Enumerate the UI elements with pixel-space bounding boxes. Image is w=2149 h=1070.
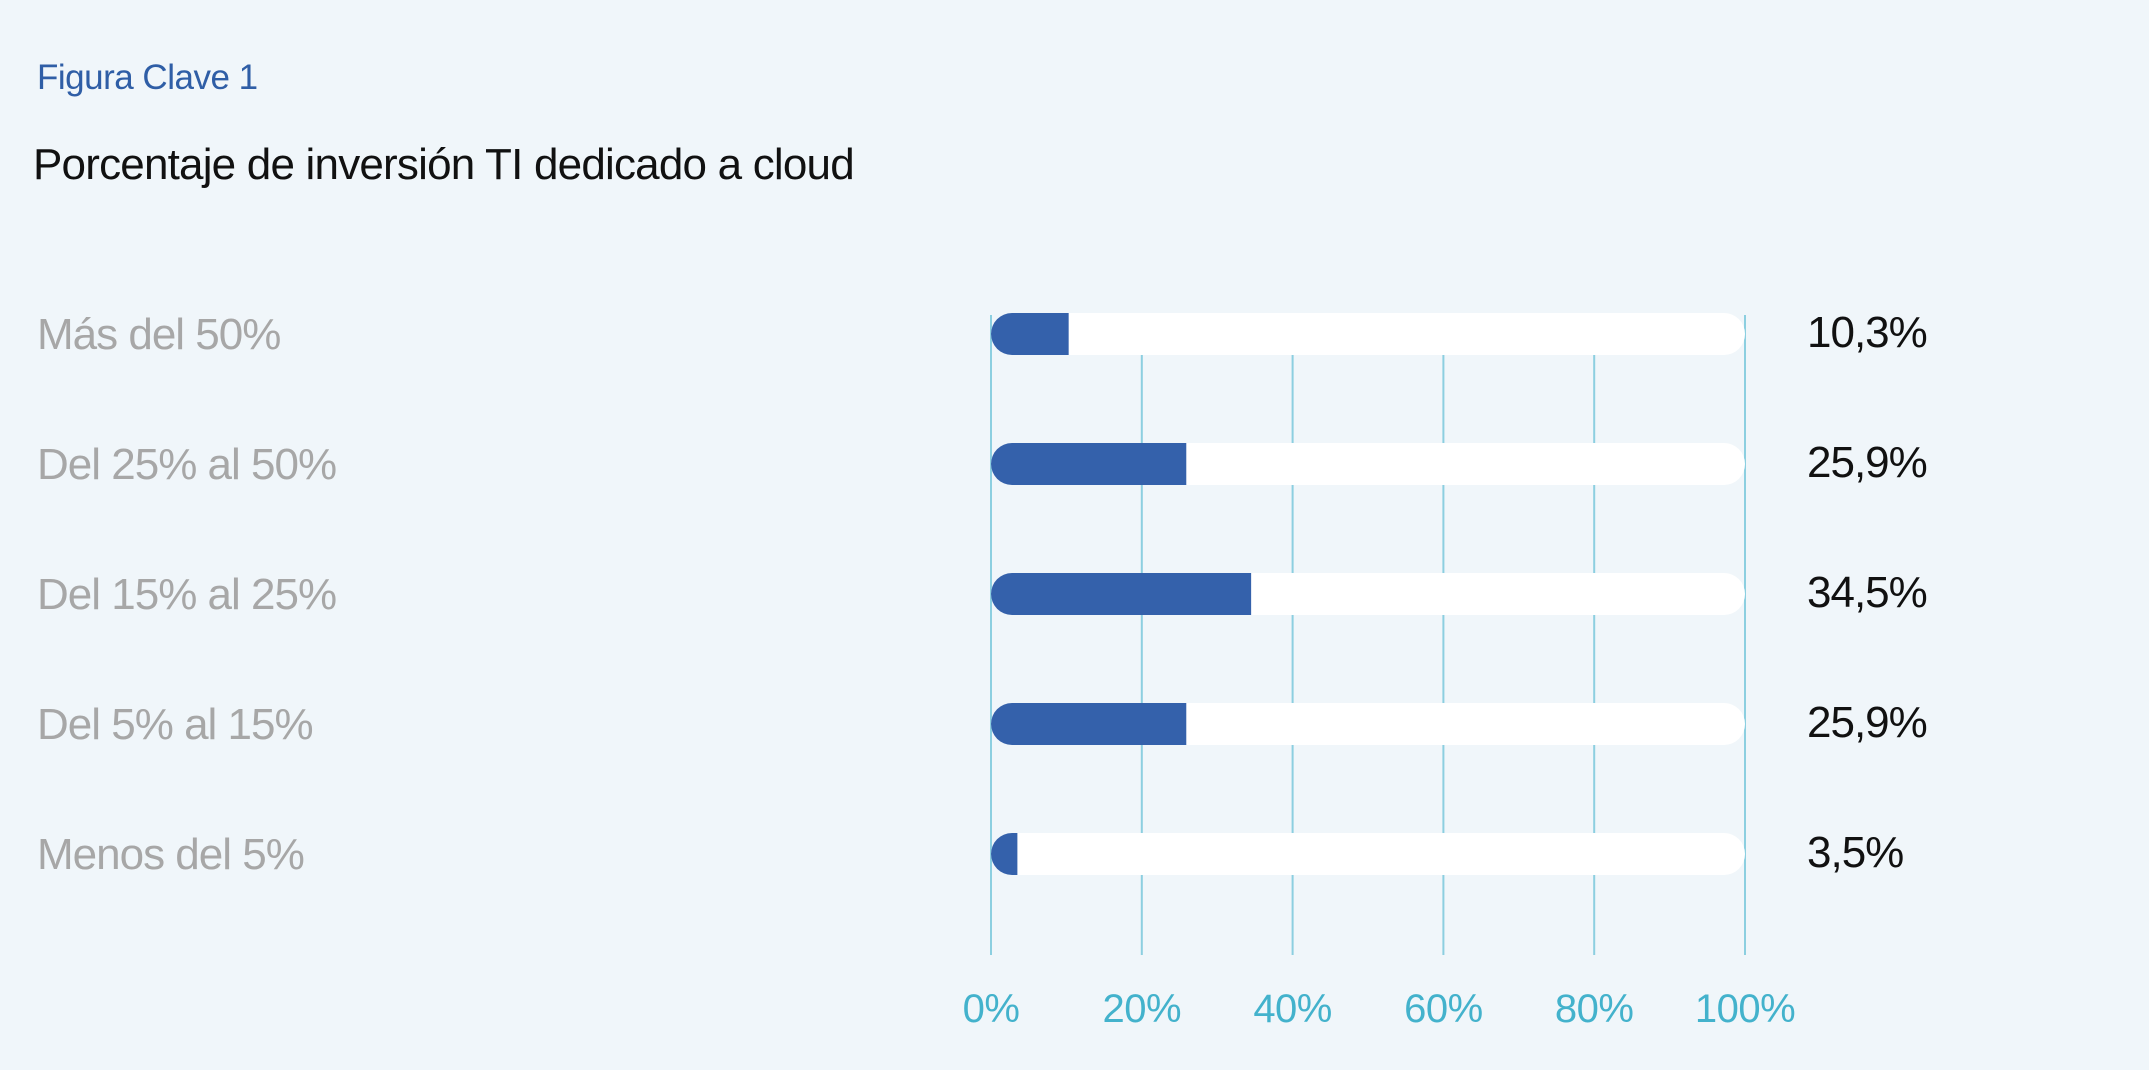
bar-track xyxy=(991,313,1745,355)
bars xyxy=(991,313,1745,875)
chart-title: Porcentaje de inversión TI dedicado a cl… xyxy=(33,140,855,189)
bar xyxy=(991,573,1252,615)
figure-label: Figura Clave 1 xyxy=(37,58,258,97)
bar xyxy=(991,443,1187,485)
category-label: Más del 50% xyxy=(37,310,280,359)
category-label: Del 25% al 50% xyxy=(37,440,336,489)
value-label: 3,5% xyxy=(1807,828,1903,877)
category-label: Del 15% al 25% xyxy=(37,570,336,619)
value-label: 25,9% xyxy=(1807,698,1927,747)
category-label: Del 5% al 15% xyxy=(37,700,313,749)
x-tick-label: 60% xyxy=(1404,987,1483,1031)
labels: 0% 20% 40% 60% 80% 100% Más del 50% 10,3% Del 25… xyxy=(37,308,1928,1031)
x-tick-label: 100% xyxy=(1695,987,1795,1031)
x-tick-label: 40% xyxy=(1253,987,1332,1031)
value-label: 34,5% xyxy=(1807,568,1927,617)
bar-track xyxy=(991,833,1745,875)
x-tick-label: 20% xyxy=(1103,987,1182,1031)
bar xyxy=(991,703,1187,745)
value-label: 25,9% xyxy=(1807,438,1927,487)
x-tick-label: 0% xyxy=(963,987,1020,1031)
x-tick-label: 80% xyxy=(1555,987,1634,1031)
value-label: 10,3% xyxy=(1807,308,1927,357)
bar xyxy=(991,833,1018,875)
bar xyxy=(991,313,1069,355)
category-label: Menos del 5% xyxy=(37,830,304,879)
